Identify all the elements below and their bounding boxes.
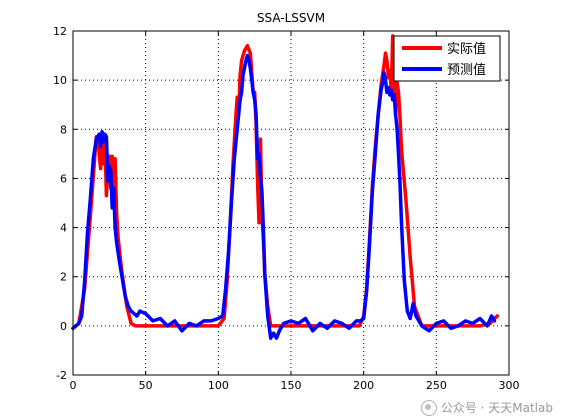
chart-title: SSA-LSSVM — [257, 11, 325, 25]
x-tick-label: 50 — [139, 379, 153, 392]
x-tick-label: 0 — [70, 379, 77, 392]
y-tick-label: 6 — [60, 172, 67, 185]
y-tick-label: 2 — [60, 271, 67, 284]
legend-label-actual: 实际值 — [447, 41, 486, 57]
x-tick-label: 150 — [281, 379, 302, 392]
watermark: 公众号 · 天天Matlab — [420, 399, 553, 416]
y-tick-label: 0 — [60, 320, 67, 333]
y-tick-label: -2 — [56, 369, 67, 382]
y-tick-label: 4 — [60, 222, 67, 235]
legend-label-predicted: 预测值 — [447, 62, 486, 78]
x-tick-label: 100 — [208, 379, 229, 392]
y-tick-label: 12 — [53, 25, 67, 38]
series-layer — [71, 34, 500, 340]
x-tick-label: 200 — [353, 379, 374, 392]
grid — [73, 31, 509, 375]
legend: 实际值 预测值 — [393, 35, 501, 82]
y-tick-label: 10 — [53, 74, 67, 87]
x-tick-label: 250 — [426, 379, 447, 392]
wechat-icon — [420, 399, 437, 416]
series-line-predicted — [71, 53, 497, 340]
y-tick-label: 8 — [60, 123, 67, 136]
x-tick-label: 300 — [499, 379, 520, 392]
watermark-text: 公众号 · 天天Matlab — [440, 401, 553, 415]
legend-box — [393, 35, 501, 82]
